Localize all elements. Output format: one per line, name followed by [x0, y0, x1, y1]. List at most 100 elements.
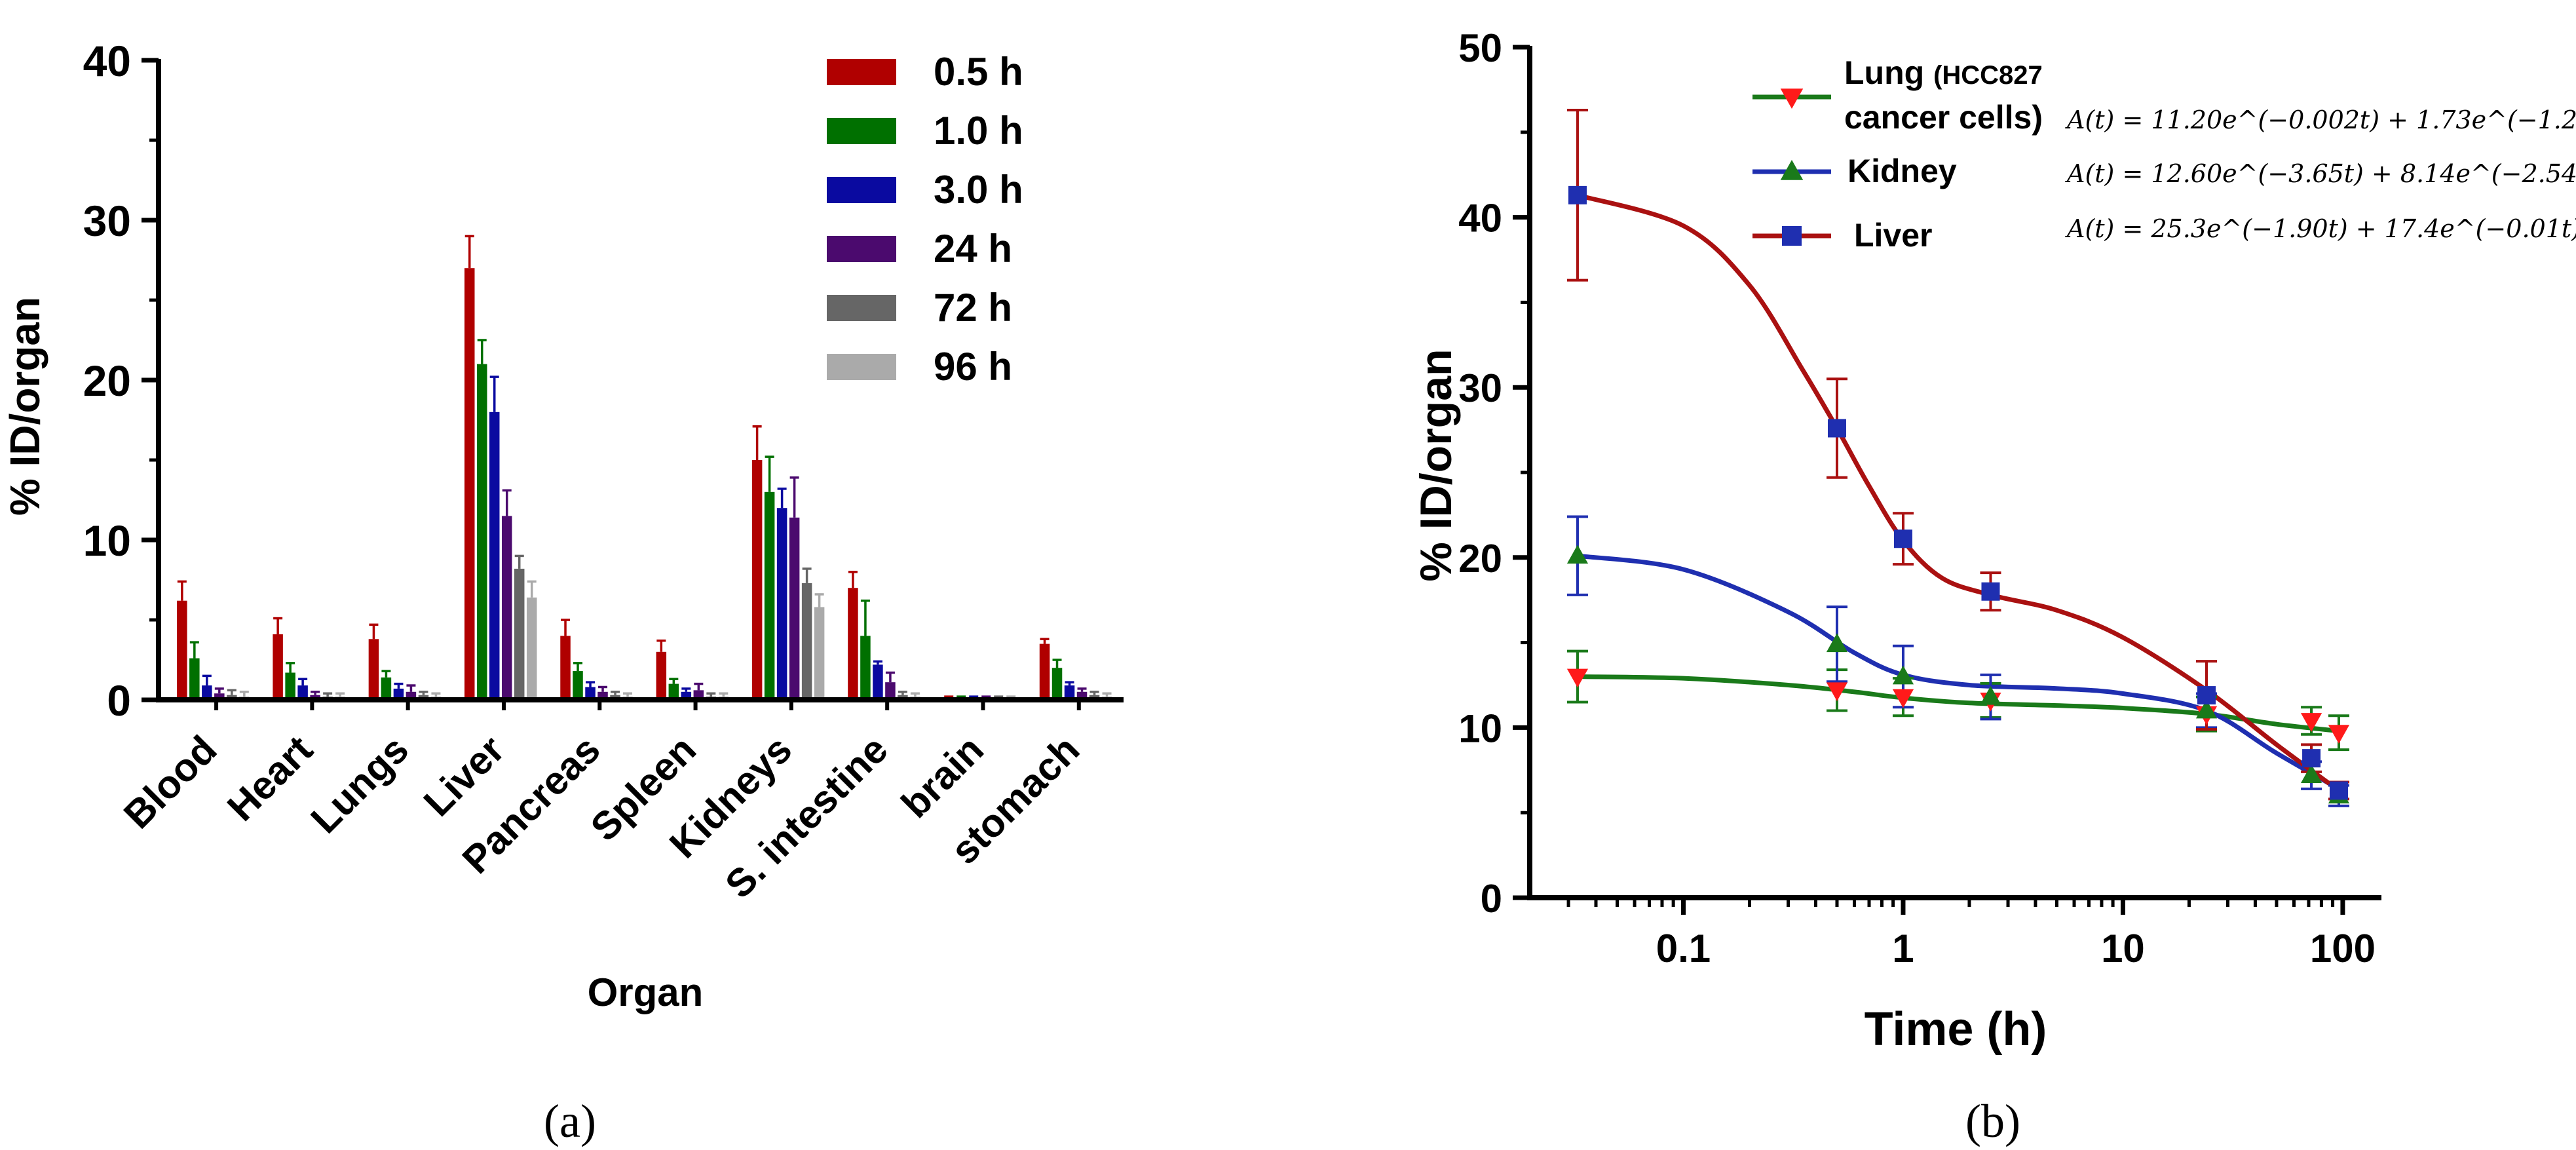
bar	[393, 688, 404, 700]
data-point	[2328, 725, 2350, 744]
bar	[1051, 668, 1063, 700]
bar	[1039, 643, 1050, 700]
bar	[873, 664, 883, 700]
bar-chart-x-tick-label: Lungs	[303, 727, 417, 842]
data-point	[2300, 764, 2322, 783]
bar	[476, 364, 487, 700]
bar	[514, 568, 525, 700]
legend-label: 0.5 h	[934, 50, 1023, 94]
line-chart-x-tick-label: 0.1	[1656, 927, 1711, 970]
bar	[776, 508, 787, 700]
bar-chart-y-tick-label: 40	[83, 37, 131, 85]
data-point	[1826, 633, 1848, 653]
legend-marker	[1780, 88, 1804, 109]
line-chart-y-tick-label: 30	[1458, 366, 1502, 410]
legend-swatch	[827, 236, 896, 262]
legend-swatch	[827, 295, 896, 321]
panel-label-b: (b)	[1965, 1095, 2020, 1147]
legend-swatch	[827, 354, 896, 380]
bar	[860, 636, 871, 700]
legend-swatch	[827, 59, 896, 85]
bar	[464, 268, 475, 700]
bar	[285, 672, 295, 700]
bar-chart-panel: 0 10 20 30 40 BloodHeartLungsLiverPancreasSp…	[1, 37, 1124, 1147]
data-point	[1892, 665, 1914, 685]
data-point	[1893, 529, 1912, 548]
bar-chart-x-ticks: BloodHeartLungsLiverPancreasSpleenKidney…	[115, 700, 1088, 907]
bar	[368, 639, 379, 700]
line-chart-y-axis-label: % ID/organ	[1411, 349, 1461, 581]
bar	[1064, 685, 1075, 700]
line-chart-y-tick-label: 10	[1458, 706, 1502, 750]
line-chart-x-ticks: 0.1 1 10 100	[1566, 898, 2376, 970]
bar	[189, 658, 200, 700]
line-chart-x-tick-label: 1	[1892, 927, 1914, 970]
bar	[489, 412, 500, 700]
legend-label: 3.0 h	[934, 168, 1023, 212]
bar	[501, 516, 512, 700]
line-chart-y-tick-label: 50	[1458, 26, 1502, 70]
bar-chart-legend: 0.5 h 1.0 h 3.0 h 24 h 72 h 96 h	[827, 50, 1023, 389]
data-point	[2195, 699, 2218, 719]
bar	[273, 634, 283, 700]
line-chart-y-tick-label: 40	[1458, 197, 1502, 240]
bar	[751, 460, 763, 700]
bar	[297, 685, 308, 700]
line-chart-y-ticks: 0 10 20 30 40 50	[1458, 26, 1530, 921]
bar	[177, 600, 187, 700]
legend-swatch	[827, 118, 896, 144]
bar	[801, 583, 812, 700]
data-point	[1566, 668, 1589, 688]
data-point	[1980, 685, 2001, 705]
legend-label-lung: Lung (HCC827	[1844, 54, 2043, 91]
data-point	[2300, 713, 2322, 732]
legend-label: 1.0 h	[934, 109, 1023, 153]
line-chart-points	[1566, 185, 2350, 804]
panel-label-a: (a)	[544, 1095, 596, 1147]
bar-chart-x-tick-label: Blood	[115, 727, 225, 837]
line-chart-x-tick-label: 10	[2101, 927, 2145, 970]
legend-label: 24 h	[934, 227, 1012, 271]
bar-chart-y-tick-label: 10	[83, 516, 131, 565]
line-chart-fit-curves	[1576, 193, 2341, 793]
bar	[885, 682, 896, 700]
bar	[764, 491, 775, 700]
legend-swatch	[827, 177, 896, 203]
bar	[668, 683, 679, 700]
bar	[560, 636, 571, 700]
fit-curve	[1576, 193, 2341, 793]
bar-chart-y-tick-label: 0	[107, 676, 131, 725]
legend-label-lung-line2: cancer cells)	[1844, 99, 2043, 136]
line-chart-legend: Lung (HCC827 cancer cells) Kidney Liver A(t)…	[1752, 54, 2576, 254]
bar	[848, 588, 858, 700]
bar	[526, 597, 537, 700]
legend-equation: A(t) = 25.3e^(−1.90t) + 17.4e^(−0.01t)	[2065, 214, 2576, 243]
data-point	[1826, 682, 1848, 702]
data-point	[1892, 689, 1914, 708]
bar	[656, 651, 667, 700]
bar	[789, 517, 800, 700]
data-point	[2197, 686, 2216, 705]
data-point	[1827, 419, 1846, 438]
bar-chart-y-tick-label: 20	[83, 356, 131, 405]
legend-equation: A(t) = 11.20e^(−0.002t) + 1.73e^(−1.20t)	[2065, 105, 2576, 134]
legend-label: 72 h	[934, 286, 1012, 330]
line-chart-y-tick-label: 0	[1481, 877, 1502, 921]
bar	[573, 671, 583, 700]
legend-label-kidney: Kidney	[1847, 153, 1957, 189]
legend-label: 96 h	[934, 345, 1012, 389]
bar	[202, 685, 212, 700]
bar	[585, 687, 596, 700]
data-point	[1981, 582, 2000, 601]
line-chart-y-tick-label: 20	[1458, 537, 1502, 581]
line-chart-x-axis-label: Time (h)	[1865, 1003, 2047, 1056]
line-chart-panel: 0 10 20 30 40 50 0.1 1 10 10 0 Lung (HCC827 cancer…	[1411, 26, 2576, 1147]
bar-chart-bars	[177, 235, 1112, 700]
legend-marker	[1782, 226, 1802, 246]
bar-chart-y-axis-label: % ID/organ	[1, 297, 48, 516]
bar	[214, 693, 225, 700]
bar-chart-y-tick-label: 30	[83, 197, 131, 245]
data-point	[2302, 749, 2321, 768]
legend-marker	[1780, 160, 1804, 180]
